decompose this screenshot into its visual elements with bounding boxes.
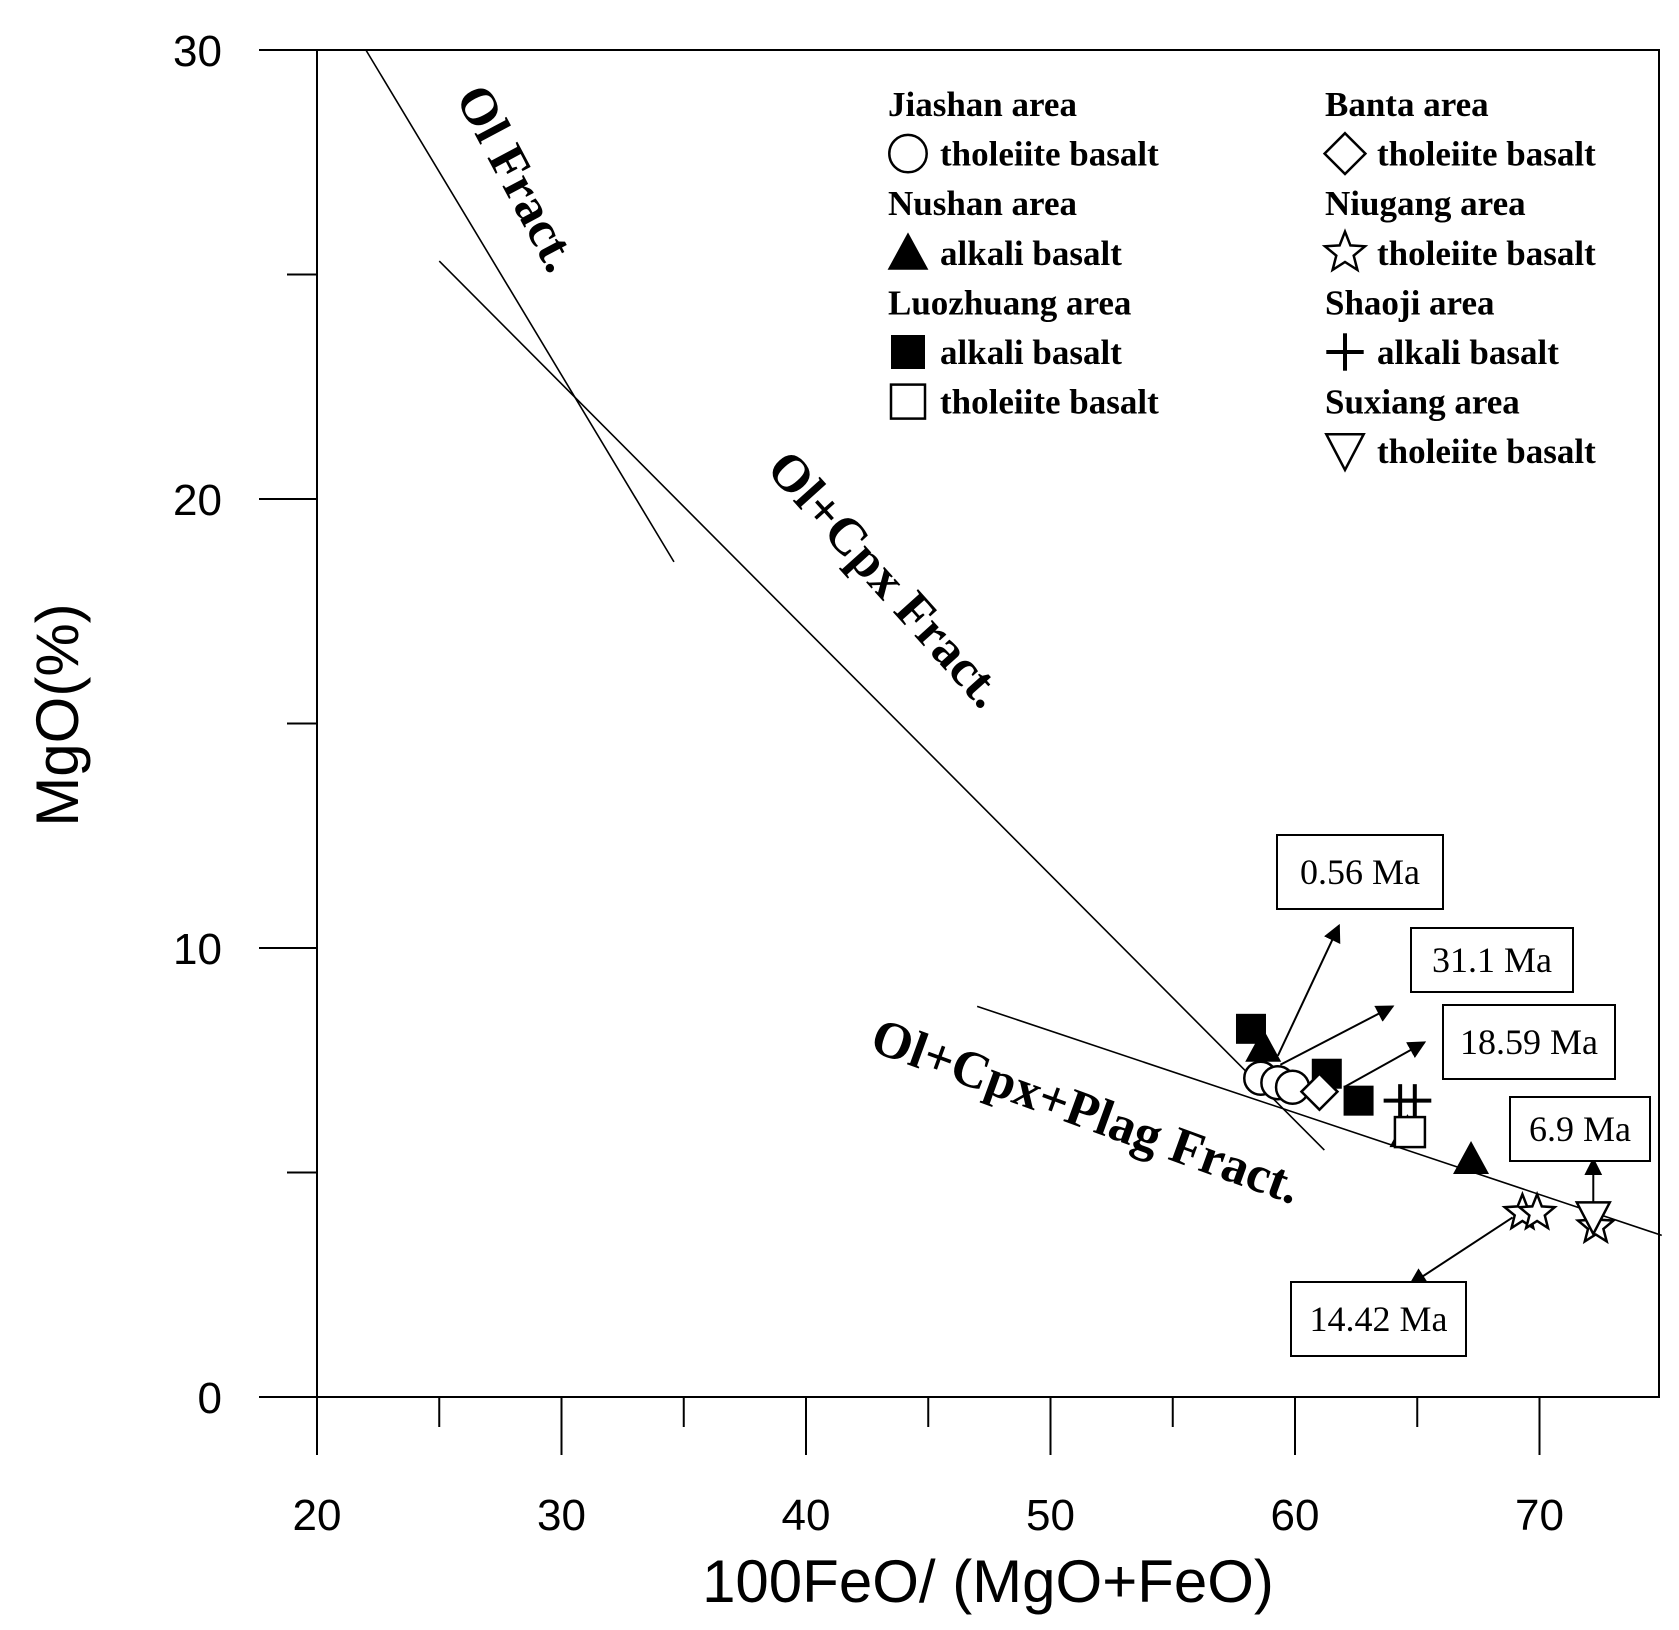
y-tick-label: 30 [173, 27, 222, 76]
legend-header: Jiashan area [888, 85, 1077, 124]
legend-marker [889, 383, 927, 420]
x-tick-label: 40 [782, 1491, 831, 1540]
triangle-marker [1245, 1028, 1282, 1062]
legend-entry-label: alkali basalt [1377, 333, 1559, 372]
square-marker [1235, 1013, 1266, 1044]
x-tick-label: 70 [1515, 1491, 1564, 1540]
age-label-box [1442, 1004, 1616, 1080]
legend-marker [1321, 228, 1369, 273]
data-point [1235, 1013, 1266, 1044]
legend-entry-label: alkali basalt [940, 234, 1122, 273]
age-arrow [1408, 1216, 1514, 1286]
age-label: 0.56 Ma [1300, 852, 1420, 892]
legend-marker [888, 133, 928, 174]
legend: Jiashan area tholeiite basalt Nushan area a… [887, 85, 1596, 473]
data-point [1398, 1084, 1432, 1118]
data-point [1393, 1115, 1427, 1149]
square-open-marker [1393, 1115, 1427, 1149]
age-arrow [1279, 1005, 1395, 1066]
circle-marker [1274, 1069, 1311, 1105]
x-axis-title: 100FeO/ (MgO+FeO) [702, 1548, 1274, 1615]
trend-line-3 [976, 1005, 1663, 1237]
star-marker [1516, 1190, 1558, 1231]
legend-header: Suxiang area [1325, 383, 1520, 422]
legend-marker [1326, 333, 1364, 371]
legend-header: Shaoji area [1325, 283, 1495, 322]
legend-header: Niugang area [1325, 184, 1526, 223]
legend-entry-label: tholeiite basalt [940, 135, 1159, 174]
x-tick-label: 50 [1026, 1491, 1075, 1540]
age-arrow [1276, 923, 1341, 1057]
y-tick-label: 20 [173, 476, 222, 525]
legend-entry-label: tholeiite basalt [1377, 234, 1596, 273]
triangle-marker [1453, 1141, 1490, 1175]
data-points [1235, 1013, 1617, 1245]
age-label-box [1290, 1281, 1467, 1357]
trend-label-2: Ol+Cpx Fract. [756, 440, 1015, 719]
age-arrow [1343, 1041, 1427, 1089]
legend-entry-label: alkali basalt [940, 333, 1122, 372]
legend-marker [1324, 432, 1366, 473]
y-axis-title: MgO(%) [24, 603, 91, 826]
legend-header: Nushan area [888, 184, 1077, 223]
circle-marker [888, 133, 928, 174]
legend-marker [891, 335, 925, 369]
axes: 20 30 40 50 60 70 0 10 20 30 [173, 27, 1659, 1540]
legend-marker [1322, 131, 1368, 176]
y-tick-label: 10 [173, 925, 222, 974]
data-point [1343, 1085, 1374, 1116]
diamond-marker [1322, 131, 1368, 176]
diamond-marker [1299, 1071, 1340, 1112]
age-label: 31.1 Ma [1432, 940, 1552, 980]
square-marker [891, 335, 925, 369]
data-point [1453, 1141, 1490, 1175]
data-point [1274, 1069, 1311, 1105]
age-label-box [1509, 1096, 1651, 1162]
data-point [1245, 1028, 1282, 1062]
legend-entry-label: tholeiite basalt [1377, 135, 1596, 174]
age-label: 6.9 Ma [1529, 1109, 1631, 1149]
age-label-box [1276, 834, 1444, 910]
age-label-box [1410, 927, 1574, 993]
triangle-down-marker [1324, 432, 1366, 473]
x-tick-label: 30 [537, 1491, 586, 1540]
data-point [1299, 1071, 1340, 1112]
trend-line-2 [438, 260, 1325, 1151]
legend-marker [887, 232, 929, 270]
triangle-down-marker [1574, 1201, 1612, 1237]
age-label: 18.59 Ma [1460, 1022, 1598, 1062]
square-marker [1343, 1085, 1374, 1116]
square-open-marker [889, 383, 927, 420]
legend-entry-label: tholeiite basalt [1377, 432, 1596, 471]
triangle-marker [887, 232, 929, 270]
trend-line-1 [365, 49, 675, 563]
data-point [1574, 1201, 1612, 1237]
x-tick-label: 20 [293, 1491, 342, 1540]
age-annotations: 0.56 Ma 31.1 Ma 18.59 Ma 6.9 Ma 14.42 Ma [1276, 834, 1651, 1357]
trend-label-1: Ol Fract. [444, 76, 589, 281]
y-tick-label: 0 [198, 1374, 222, 1423]
legend-header: Luozhuang area [888, 283, 1131, 322]
age-label: 14.42 Ma [1310, 1299, 1448, 1339]
x-tick-label: 60 [1271, 1491, 1320, 1540]
star-marker [1321, 228, 1369, 273]
data-point [1516, 1190, 1558, 1231]
legend-entry-label: tholeiite basalt [940, 383, 1159, 422]
legend-header: Banta area [1325, 85, 1489, 124]
